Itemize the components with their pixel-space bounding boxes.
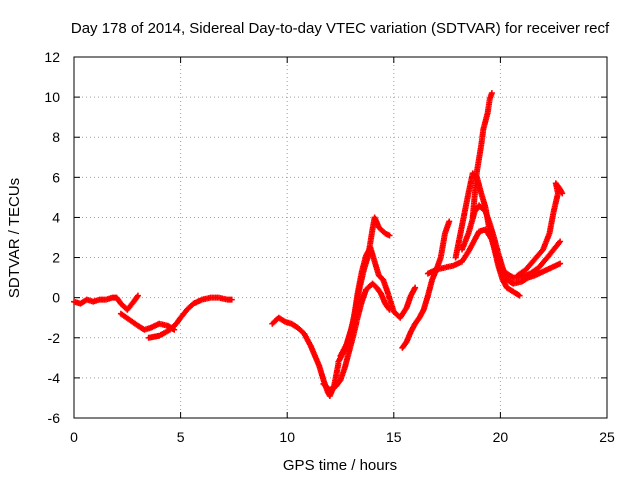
y-tick-label: 10 (44, 89, 60, 105)
grid (74, 57, 607, 418)
series-track-13 (514, 180, 566, 279)
data-point (134, 292, 141, 299)
y-tick-label: 8 (52, 129, 60, 145)
data-point (386, 232, 393, 239)
data-marks (71, 90, 566, 399)
data-point (488, 90, 495, 97)
data-point (557, 238, 564, 245)
y-tick-label: -2 (48, 330, 61, 346)
data-point (516, 292, 523, 299)
y-tick-label: 6 (52, 169, 60, 185)
y-tick-label: -6 (48, 410, 61, 426)
data-point (412, 284, 419, 291)
series-track-7 (337, 244, 419, 359)
series-track-8 (399, 218, 453, 351)
data-point (559, 190, 566, 197)
y-tick-label: 4 (52, 209, 60, 225)
data-point (446, 218, 453, 225)
x-tick-label: 5 (177, 429, 185, 445)
data-point (228, 296, 235, 303)
y-tick-label: 2 (52, 250, 60, 266)
x-tick-label: 10 (279, 429, 295, 445)
y-tick-label: 0 (52, 290, 60, 306)
x-tick-label: 15 (386, 429, 402, 445)
axis-ticks: 0 5 10 15 20 25 -6 -4 -2 0 2 4 6 8 10 12 (44, 49, 615, 445)
series-track-3 (145, 294, 235, 341)
data-point (557, 260, 564, 267)
x-tick-label: 0 (70, 429, 78, 445)
y-tick-label: -4 (48, 370, 61, 386)
plot-frame (73, 56, 608, 419)
y-tick-label: 12 (44, 49, 60, 65)
x-tick-label: 25 (599, 429, 615, 445)
x-tick-label: 20 (493, 429, 509, 445)
series-track-1 (71, 292, 141, 313)
y-axis-title: SDTVAR / TECUs (6, 178, 23, 298)
x-axis-title: GPS time / hours (283, 457, 397, 474)
chart-title: Day 178 of 2014, Sidereal Day-to-day VTE… (71, 20, 610, 37)
series-track-12 (469, 90, 495, 221)
